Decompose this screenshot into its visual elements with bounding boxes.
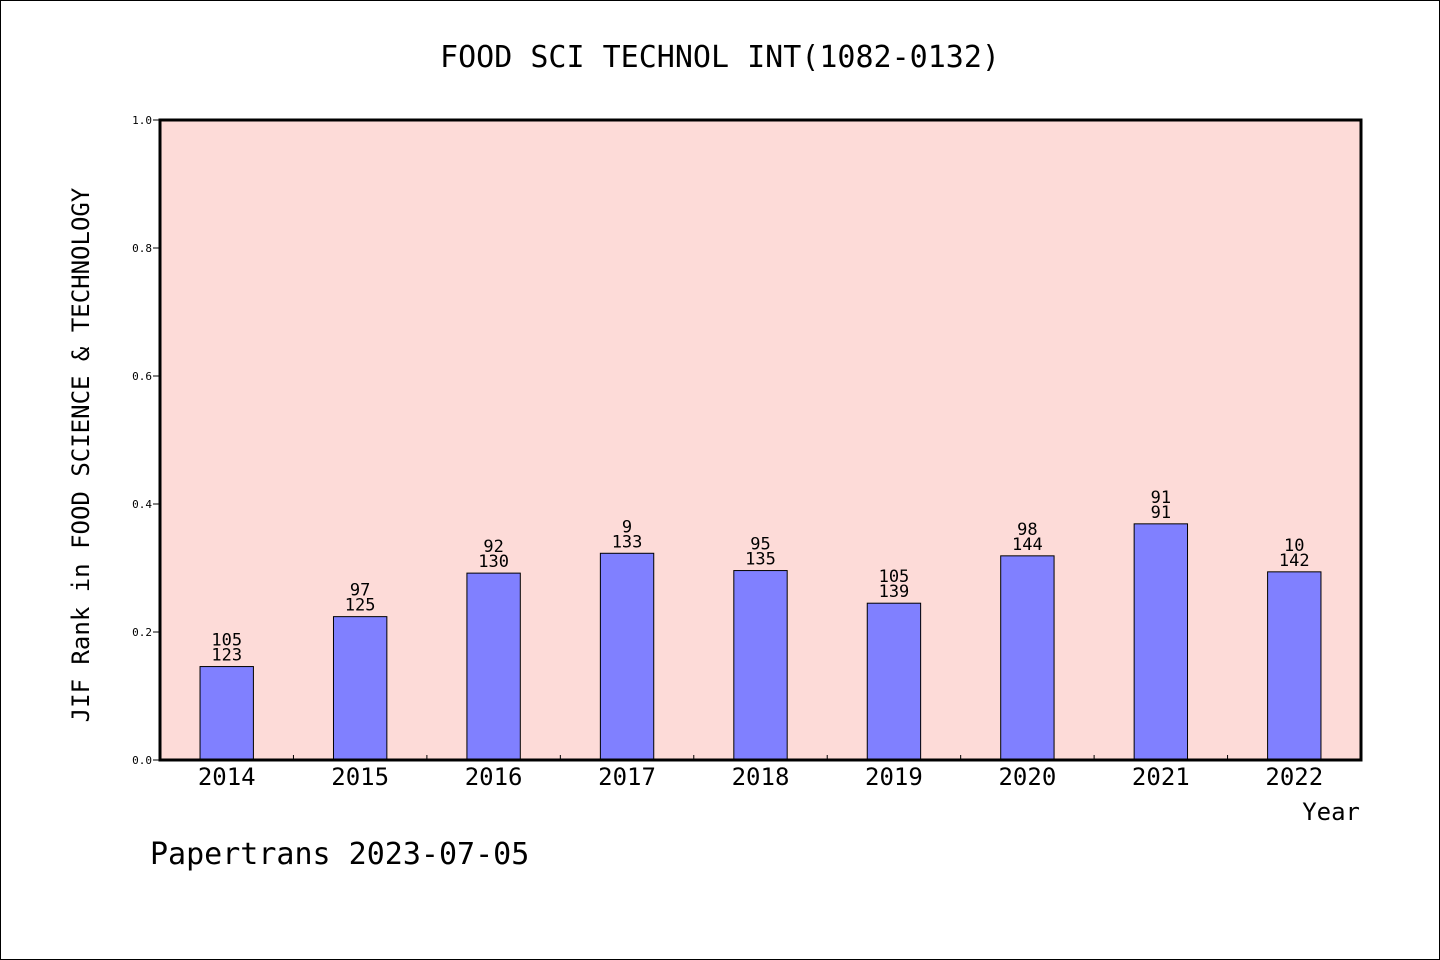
x-axis-label: Year bbox=[1302, 798, 1360, 826]
y-tick-label: 0.6 bbox=[132, 370, 152, 383]
bar-rank-label: 97 bbox=[350, 581, 370, 601]
x-tick-label: 2016 bbox=[465, 763, 523, 791]
bar-total-label: 125 bbox=[345, 596, 376, 616]
bar-total-label: 133 bbox=[612, 532, 643, 552]
bar bbox=[199, 666, 254, 761]
bar-total-label: 135 bbox=[745, 550, 776, 570]
x-tick-label: 2019 bbox=[865, 763, 923, 791]
x-tick-label: 2022 bbox=[1265, 763, 1323, 791]
bar-rank-label: 91 bbox=[1151, 488, 1171, 508]
plot-border bbox=[158, 118, 1363, 762]
bar-rank-label: 98 bbox=[1017, 520, 1037, 540]
bar bbox=[1267, 571, 1322, 761]
x-tick-label: 2018 bbox=[732, 763, 790, 791]
bar-total-label: 123 bbox=[211, 646, 242, 666]
x-tick-label: 2021 bbox=[1132, 763, 1190, 791]
y-axis-label: JIF Rank in FOOD SCIENCE & TECHNOLOGY bbox=[67, 187, 95, 722]
bar-total-label: 144 bbox=[1012, 535, 1043, 555]
bar bbox=[733, 570, 788, 761]
bar-total-label: 91 bbox=[1151, 503, 1171, 523]
bar-total-label: 130 bbox=[478, 552, 509, 572]
bar bbox=[1000, 555, 1055, 761]
y-tick-label: 0.0 bbox=[132, 754, 152, 767]
y-tick-label: 0.8 bbox=[132, 242, 152, 255]
chart-title: FOOD SCI TECHNOL INT(1082-0132) bbox=[440, 40, 1000, 75]
x-tick-label: 2014 bbox=[198, 763, 256, 791]
bar-total-label: 139 bbox=[879, 582, 910, 602]
bar-rank-label: 105 bbox=[211, 631, 242, 651]
x-tick-label: 2015 bbox=[331, 763, 389, 791]
watermark-text: Papertrans 2023-07-05 bbox=[150, 837, 529, 872]
x-axis: 2014 2015 2016 2017 2018 2019 2020 2021 2022 bbox=[198, 755, 1323, 791]
x-tick-label: 2017 bbox=[598, 763, 656, 791]
y-tick-label: 0.4 bbox=[132, 498, 152, 511]
bar-rank-label: 10 bbox=[1284, 536, 1304, 556]
bar bbox=[866, 602, 922, 761]
bar-rank-label: 92 bbox=[483, 537, 503, 557]
x-tick-label: 2020 bbox=[998, 763, 1056, 791]
bar bbox=[332, 616, 388, 761]
y-tick-label: 0.2 bbox=[132, 626, 152, 639]
bar-rank-label: 9 bbox=[622, 517, 632, 537]
bar-rank-label: 105 bbox=[879, 567, 910, 587]
bar bbox=[599, 552, 655, 761]
bar bbox=[466, 572, 521, 761]
y-tick-label: 1.0 bbox=[132, 114, 152, 127]
bar-rank-label: 95 bbox=[750, 535, 770, 555]
y-axis: 0.0 0.2 0.4 0.6 0.8 1.0 bbox=[132, 114, 160, 767]
bar bbox=[1133, 523, 1189, 761]
bar-total-label: 142 bbox=[1279, 551, 1310, 571]
